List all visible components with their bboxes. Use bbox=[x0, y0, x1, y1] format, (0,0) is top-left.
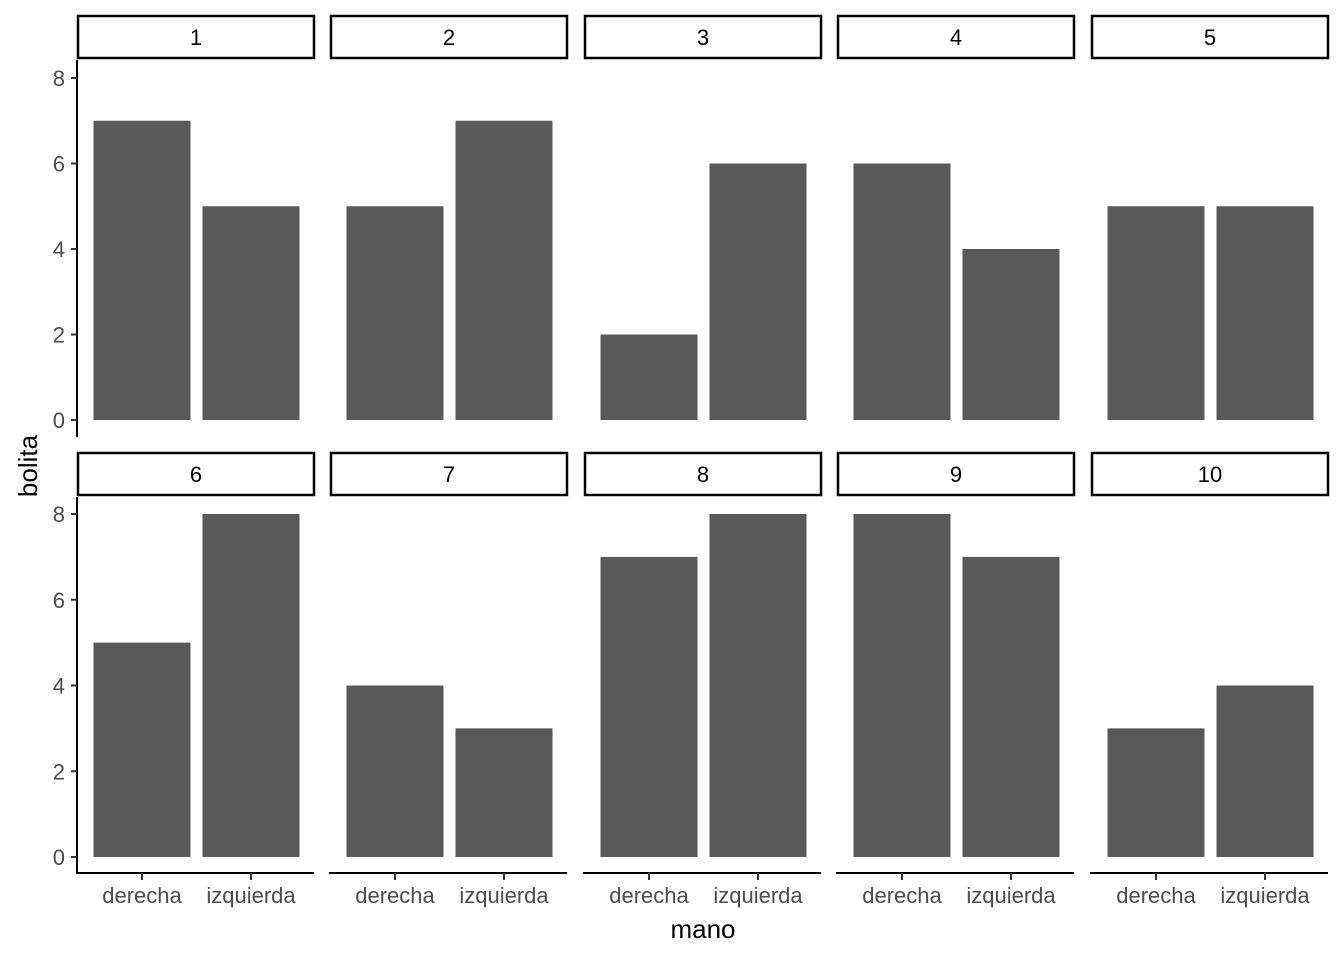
bar-izquierda bbox=[202, 514, 300, 857]
bar-derecha bbox=[1107, 728, 1205, 857]
x-tick-label: derecha bbox=[862, 883, 942, 908]
x-tick-label: izquierda bbox=[1220, 883, 1310, 908]
facet-strip-label: 7 bbox=[443, 462, 455, 487]
y-tick-label: 8 bbox=[53, 66, 65, 91]
facet-strip-label: 5 bbox=[1204, 25, 1216, 50]
facet-panel-3: 3 bbox=[583, 14, 823, 420]
facet-strip-label: 1 bbox=[190, 25, 202, 50]
y-tick-label: 0 bbox=[53, 845, 65, 870]
bar-izquierda bbox=[1216, 685, 1314, 857]
facet-strip bbox=[583, 451, 823, 497]
facet-strip bbox=[76, 451, 316, 497]
x-tick-label: derecha bbox=[1116, 883, 1196, 908]
bar-derecha bbox=[346, 685, 444, 857]
facet-strip bbox=[1090, 14, 1330, 60]
x-tick-label: derecha bbox=[609, 883, 689, 908]
x-tick-label: izquierda bbox=[966, 883, 1056, 908]
bar-izquierda bbox=[1216, 206, 1314, 420]
facet-strip-label: 3 bbox=[697, 25, 709, 50]
bar-izquierda bbox=[962, 556, 1060, 857]
facet-strip bbox=[76, 14, 316, 60]
facet-strip-label: 10 bbox=[1198, 462, 1222, 487]
x-tick-label: izquierda bbox=[206, 883, 296, 908]
y-tick-label: 2 bbox=[53, 323, 65, 348]
facet-strip bbox=[836, 451, 1076, 497]
facet-strip-label: 6 bbox=[190, 462, 202, 487]
facet-panel-8: 8 derecha izquierda bbox=[583, 451, 823, 908]
facet-panel-9: 9 derecha izquierda bbox=[836, 451, 1076, 908]
facet-strip-label: 9 bbox=[950, 462, 962, 487]
bar-derecha bbox=[600, 556, 698, 857]
facet-strip bbox=[329, 14, 569, 60]
y-tick-label: 2 bbox=[53, 759, 65, 784]
y-tick-label: 8 bbox=[53, 502, 65, 527]
y-axis-title: bolita bbox=[13, 434, 43, 497]
y-tick-label: 4 bbox=[53, 674, 65, 699]
facet-strip-label: 4 bbox=[950, 25, 962, 50]
x-tick-label: derecha bbox=[355, 883, 435, 908]
facet-panel-7: 7 derecha izquierda bbox=[329, 451, 569, 908]
facet-panel-5: 5 bbox=[1090, 14, 1330, 420]
bar-izquierda bbox=[202, 206, 300, 420]
facet-strip bbox=[329, 451, 569, 497]
facet-panel-1: 1 0 2 4 6 8 bbox=[53, 14, 316, 437]
bar-izquierda bbox=[709, 514, 807, 857]
bar-izquierda bbox=[455, 120, 553, 420]
y-tick-label: 6 bbox=[53, 152, 65, 177]
x-tick-label: izquierda bbox=[713, 883, 803, 908]
facet-panel-6: 6 0 2 4 6 8 derecha izquierda bbox=[53, 451, 316, 908]
facet-panel-2: 2 bbox=[329, 14, 569, 420]
bar-izquierda bbox=[709, 163, 807, 420]
bar-derecha bbox=[346, 206, 444, 420]
bar-derecha bbox=[1107, 206, 1205, 420]
bar-izquierda bbox=[455, 728, 553, 857]
bar-derecha bbox=[600, 334, 698, 420]
facet-strip bbox=[836, 14, 1076, 60]
facet-strip bbox=[1090, 451, 1330, 497]
bar-derecha bbox=[853, 163, 951, 420]
facet-strip bbox=[583, 14, 823, 60]
y-tick-label: 4 bbox=[53, 237, 65, 262]
bar-derecha bbox=[93, 120, 191, 420]
facet-panel-4: 4 bbox=[836, 14, 1076, 420]
facet-panel-10: 10 derecha izquierda bbox=[1090, 451, 1330, 908]
y-tick-label: 0 bbox=[53, 408, 65, 433]
facet-strip-label: 8 bbox=[697, 462, 709, 487]
x-tick-label: izquierda bbox=[459, 883, 549, 908]
x-axis-title: mano bbox=[670, 914, 735, 944]
x-tick-label: derecha bbox=[102, 883, 182, 908]
y-tick-label: 6 bbox=[53, 588, 65, 613]
bar-derecha bbox=[853, 514, 951, 857]
facet-strip-label: 2 bbox=[443, 25, 455, 50]
bar-izquierda bbox=[962, 249, 1060, 420]
bar-derecha bbox=[93, 642, 191, 857]
